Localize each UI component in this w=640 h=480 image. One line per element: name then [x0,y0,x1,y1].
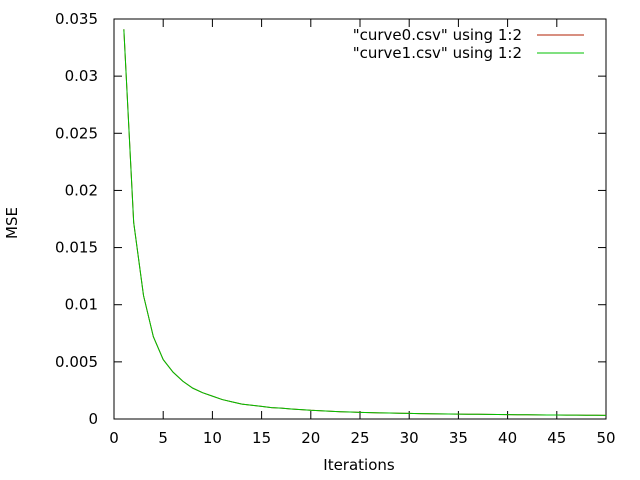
x-tick-label: 25 [350,429,369,447]
series-line-curve1 [123,29,607,416]
y-axis-label: MSE [3,207,21,239]
x-tick-label: 15 [252,429,271,447]
x-tick-label: 10 [203,429,222,447]
y-tick-label: 0.015 [55,239,98,257]
series-line-curve0 [123,29,607,416]
axis-ticks [113,18,607,420]
tick-labels: 0 5 10 15 20 25 30 35 40 45 50 0 0.005 0.01 0.015 0.02 0… [55,10,616,447]
y-tick-label: 0.02 [65,181,98,199]
x-tick-label: 0 [109,429,119,447]
y-tick-label: 0.03 [65,67,98,85]
legend-label-curve1: "curve1.csv" using 1:2 [353,44,522,62]
x-tick-label: 40 [498,429,517,447]
y-tick-label: 0.025 [55,124,98,142]
legend: "curve0.csv" using 1:2"curve1.csv" using… [353,26,584,62]
y-tick-label: 0 [88,410,98,428]
x-tick-label: 45 [547,429,566,447]
y-tick-label: 0.005 [55,353,98,371]
x-tick-label: 50 [596,429,615,447]
legend-label-curve0: "curve0.csv" using 1:2 [353,26,522,44]
plot-frame [113,18,607,420]
y-tick-label: 0.035 [55,10,98,28]
x-tick-label: 20 [301,429,320,447]
x-tick-label: 5 [158,429,168,447]
x-axis-label: Iterations [323,456,395,474]
y-tick-label: 0.01 [65,296,98,314]
series-lines [123,29,607,416]
x-tick-label: 30 [400,429,419,447]
x-tick-label: 35 [449,429,468,447]
